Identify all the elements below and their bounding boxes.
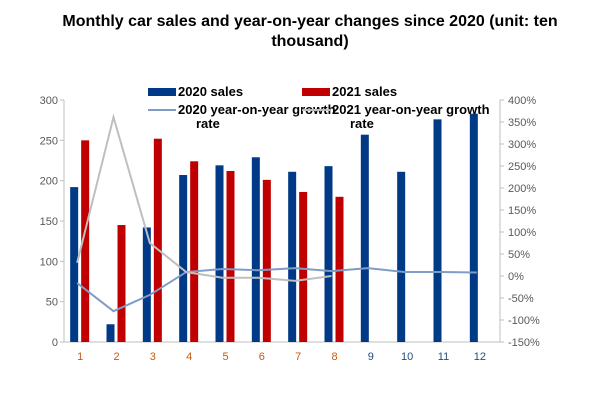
bar-2020-sales [215,165,224,342]
right-tick-label: -100% [508,315,540,327]
bar-2021-sales [299,191,308,342]
bar-2020-sales [106,324,115,342]
left-tick-label: 250 [40,135,58,147]
right-tick-label: -50% [508,293,534,305]
left-tick-label: 100 [40,256,58,268]
bar-2021-sales [190,161,199,342]
x-tick-label: 3 [150,351,156,363]
chart-title: Monthly car sales and year-on-year chang… [62,13,558,50]
left-tick-label: 150 [40,216,58,228]
bar-2020-sales [142,227,151,342]
right-tick-label: 0% [508,271,524,283]
left-tick-label: 200 [40,176,58,188]
bar-2021-sales [335,196,344,342]
bar-2020-sales [397,171,406,342]
x-tick-label: 9 [368,351,374,363]
bar-2020-sales [360,134,369,342]
x-tick-label: 1 [77,351,83,363]
right-tick-label: 200% [508,183,536,195]
bar-2021-sales [226,170,235,342]
bar-2020-sales [70,187,79,342]
bar-2020-sales [324,166,333,342]
x-tick-label: 7 [295,351,301,363]
right-tick-label: 150% [508,205,536,217]
x-tick-label: 6 [259,351,265,363]
right-tick-label: 300% [508,139,536,151]
legend-label: 2021 year-on-year growth rate [332,102,490,131]
left-tick-label: 50 [46,297,58,309]
right-tick-label: 400% [508,95,536,107]
legend-swatch [148,88,176,96]
bar-2020-sales [469,113,478,342]
bar-2021-sales [81,140,90,342]
x-tick-label: 5 [222,351,228,363]
x-tick-label: 4 [186,351,192,363]
left-tick-label: 0 [52,337,58,349]
bar-2020-sales [433,119,442,342]
legend-swatch [302,88,330,96]
right-tick-label: 50% [508,249,530,261]
x-tick-label: 10 [401,351,413,363]
x-tick-label: 12 [474,351,486,363]
bar-2020-sales [179,175,188,342]
legend-label: 2021 sales [332,84,397,99]
right-tick-label: 250% [508,161,536,173]
x-tick-label: 8 [331,351,337,363]
legend-label: 2020 year-on-year growth rate [178,102,336,131]
bar-2021-sales [262,179,271,342]
right-tick-label: 350% [508,117,536,129]
right-tick-label: -150% [508,337,540,349]
bar-2021-sales [117,225,126,342]
right-tick-label: 100% [508,227,536,239]
bar-2020-sales [288,171,297,342]
line-2020-growth-rate [76,267,477,313]
x-tick-label: 11 [438,351,449,363]
legend-label: 2020 sales [178,84,243,99]
bar-2020-sales [251,157,260,342]
x-tick-label: 2 [113,351,119,363]
bar-2021-sales [153,138,162,342]
left-tick-label: 300 [40,95,58,107]
line-2021-growth-rate [76,113,332,282]
